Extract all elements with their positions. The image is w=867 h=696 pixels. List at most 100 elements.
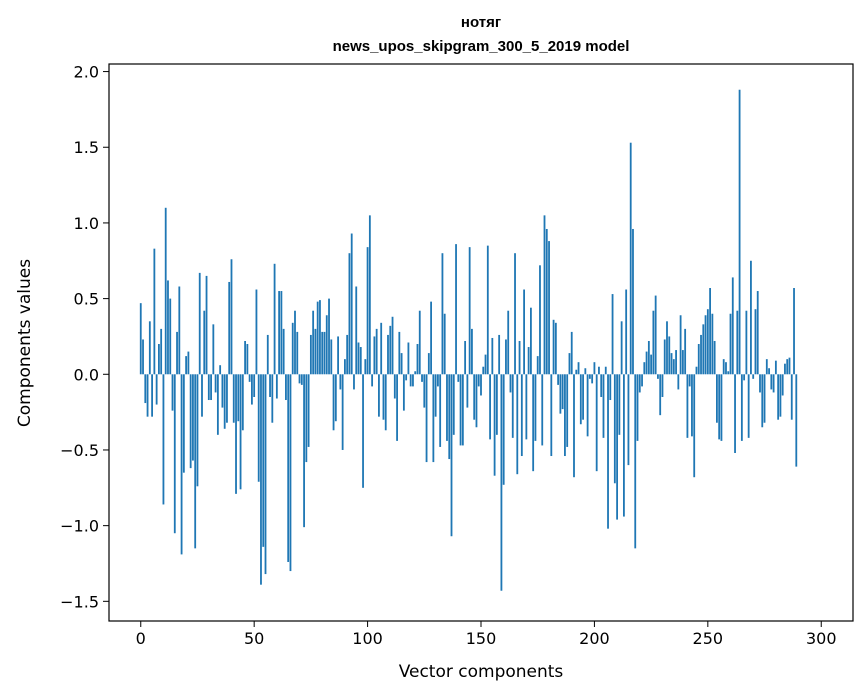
bar [722,359,725,375]
y-tick-label: 0.0 [74,365,99,384]
bar [493,374,496,476]
bar [262,374,265,547]
bar [695,366,698,375]
bar [557,374,560,385]
bar [731,277,734,375]
bar [359,347,362,375]
bar [337,336,339,375]
bar [677,374,680,390]
bar [248,374,251,382]
bar [582,374,584,420]
bar [464,340,467,375]
bar [636,374,639,441]
bar [554,322,557,375]
bar [378,374,380,417]
x-tick-label: 0 [136,629,146,648]
bar [271,374,274,423]
bar [275,374,278,399]
bar [502,374,505,485]
bar [142,339,144,375]
bar [598,366,600,375]
bar [584,368,587,375]
bar [407,342,410,375]
bar [289,374,292,572]
bar [736,310,739,375]
bar [414,371,417,375]
bar [434,374,437,417]
bar [291,322,294,375]
bar [638,374,641,393]
bar [241,374,244,431]
bar [520,374,523,457]
bar [541,374,544,446]
bar [740,374,743,441]
bar [548,241,550,375]
bar [257,374,260,482]
bar [366,247,369,375]
bar [471,328,473,375]
bar [684,328,687,375]
bar [752,374,755,379]
bar [709,288,711,375]
bar [718,374,721,440]
bar [697,344,700,375]
bar [561,374,564,410]
bar [514,253,516,375]
bar [341,374,344,450]
bar [552,319,555,375]
y-tick-label: −0.5 [60,441,99,460]
bar [768,368,770,375]
bar [781,374,784,396]
bar [539,265,541,375]
bar [153,248,156,375]
bar [139,303,142,375]
bar [577,362,580,375]
bar [625,289,628,375]
bar [611,294,614,375]
bar [158,344,160,375]
bar [784,363,786,375]
bar [774,360,777,375]
bar [720,374,723,441]
bar [679,315,682,375]
bar [468,247,471,375]
bar [754,309,757,375]
bar [620,321,623,375]
y-tick-label: 1.0 [74,214,99,233]
bar [641,374,643,387]
bar [452,374,455,435]
bar [593,362,596,375]
bar [477,374,480,387]
bar [654,295,657,375]
bar [176,331,178,375]
bar [711,313,714,375]
y-tick-label: 2.0 [74,63,99,82]
bar [307,374,310,447]
bar [382,374,385,420]
bar [489,374,491,440]
bar [246,344,249,375]
x-tick-label: 200 [579,629,610,648]
bar [416,344,419,375]
bar [296,331,299,375]
bar [346,334,349,375]
bar [786,359,789,375]
bar [362,374,364,488]
bar [348,253,351,375]
bar [466,374,469,408]
bar [418,310,421,375]
bar [657,374,659,379]
bar [702,324,705,375]
bar [171,374,174,411]
bar [568,353,571,375]
bar [207,374,210,401]
bar [357,342,360,375]
bar [652,310,655,375]
bar [223,374,226,429]
bar [713,340,716,375]
bar [668,336,671,375]
bar [450,374,453,537]
bar [645,351,648,375]
